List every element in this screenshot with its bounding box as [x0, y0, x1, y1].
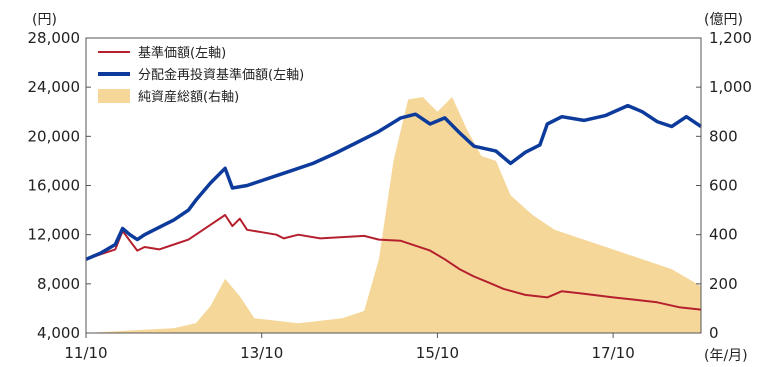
right-tick-label: 200 [709, 275, 738, 293]
left-tick-label: 16,000 [28, 177, 81, 195]
left-ticks: 4,000 8,000 12,000 16,000 20,000 24,000 28,000 [28, 29, 91, 342]
left-tick-label: 28,000 [28, 29, 81, 47]
left-tick-label: 4,000 [37, 324, 80, 342]
legend-label-reinvested-nav: 分配金再投資基準価額(左軸) [138, 67, 304, 83]
left-tick-label: 12,000 [28, 226, 81, 244]
x-axis-unit: (年/月) [704, 348, 748, 364]
right-axis-unit: (億円) [704, 12, 743, 28]
x-tick-label: 13/10 [240, 344, 283, 362]
series-line-reinvested-nav [85, 103, 702, 261]
legend: 基準価額(左軸) 分配金再投資基準価額(左軸) 純資産総額(右軸) [98, 45, 304, 105]
left-axis-unit: (円) [32, 12, 57, 28]
right-tick-label: 400 [709, 226, 738, 244]
left-tick-label: 24,000 [28, 78, 81, 96]
x-ticks: 11/10 13/10 15/10 17/10 [64, 333, 635, 362]
right-tick-label: 0 [709, 324, 719, 342]
series-line-nav [85, 214, 702, 311]
left-tick-label: 20,000 [28, 127, 81, 145]
legend-swatch-net-assets [98, 89, 130, 103]
area-layer [86, 97, 701, 333]
left-tick-label: 8,000 [37, 275, 80, 293]
series-area-net-assets [86, 97, 701, 333]
right-ticks: 0 200 400 600 800 1,000 1,200 [696, 29, 752, 342]
right-tick-label: 1,200 [709, 29, 752, 47]
right-tick-label: 800 [709, 127, 738, 145]
right-tick-label: 1,000 [709, 78, 752, 96]
x-tick-label: 17/10 [592, 344, 635, 362]
x-tick-label: 11/10 [64, 344, 107, 362]
line-layer [85, 103, 702, 311]
legend-label-nav: 基準価額(左軸) [138, 45, 226, 61]
x-tick-label: 15/10 [416, 344, 459, 362]
right-tick-label: 600 [709, 177, 738, 195]
legend-label-net-assets: 純資産総額(右軸) [138, 89, 239, 105]
